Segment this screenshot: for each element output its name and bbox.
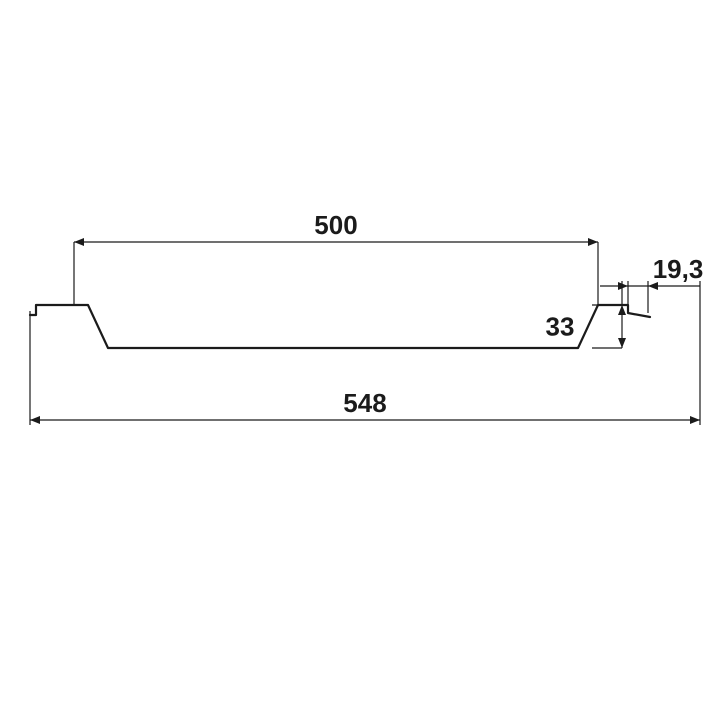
dim-top-500-label: 500 [314,210,357,240]
dim-bottom-548-label: 548 [343,388,386,418]
dim-height-33-label: 33 [546,312,575,342]
dim-19-3-label: 19,3 [653,254,704,284]
profile-technical-drawing: 500 19,3 33 548 [0,0,725,725]
